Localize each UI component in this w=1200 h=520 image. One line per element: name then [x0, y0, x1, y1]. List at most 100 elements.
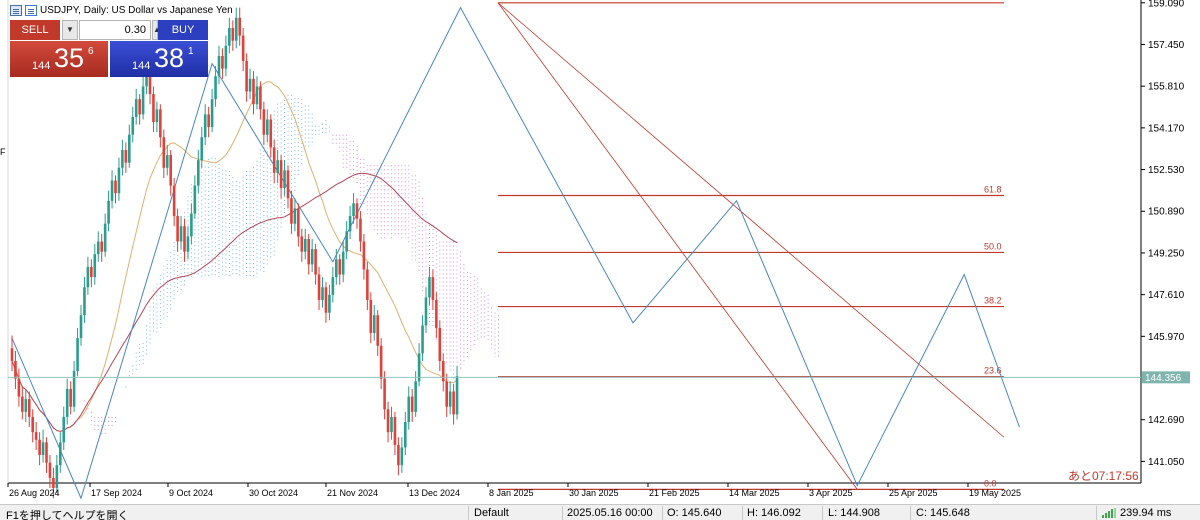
candle-body[interactable]	[266, 119, 269, 135]
candle-body[interactable]	[62, 416, 66, 443]
price-chart[interactable]: 100.0 61.8 50.0 38.2 23.6 0.0 144.356 159.090 15…	[0, 0, 1200, 500]
candle-body[interactable]	[297, 208, 300, 237]
candle-body[interactable]	[338, 259, 342, 275]
candle-body[interactable]	[176, 216, 179, 242]
candle-body[interactable]	[245, 61, 248, 92]
candle-body[interactable]	[435, 299, 438, 328]
lot-size-input[interactable]	[79, 20, 151, 40]
candle-body[interactable]	[186, 236, 190, 252]
symbol-icon[interactable]	[25, 4, 37, 16]
candle-body[interactable]	[352, 203, 355, 217]
candle-body[interactable]	[134, 99, 138, 117]
candle-body[interactable]	[214, 76, 217, 100]
candle-body[interactable]	[448, 391, 452, 407]
candle-body[interactable]	[410, 396, 414, 412]
candle-body[interactable]	[248, 78, 252, 92]
candle-body[interactable]	[345, 231, 348, 252]
candle-body[interactable]	[179, 226, 183, 242]
candle-body[interactable]	[121, 149, 124, 168]
candle-body[interactable]	[24, 399, 28, 412]
candle-body[interactable]	[397, 444, 400, 466]
candle-body[interactable]	[424, 297, 428, 326]
candle-body[interactable]	[100, 241, 103, 252]
candle-body[interactable]	[445, 381, 448, 407]
chart-area[interactable]: 100.0 61.8 50.0 38.2 23.6 0.0 144.356 159.090 15…	[0, 0, 1200, 500]
candle-body[interactable]	[300, 236, 304, 252]
chart-window-icon[interactable]	[10, 4, 22, 16]
candle-body[interactable]	[169, 155, 172, 186]
candle-body[interactable]	[90, 266, 93, 278]
candle-body[interactable]	[234, 17, 238, 41]
candle-body[interactable]	[221, 55, 224, 69]
candle-body[interactable]	[21, 396, 24, 412]
candle-body[interactable]	[393, 416, 397, 445]
candle-body[interactable]	[162, 137, 166, 168]
candle-body[interactable]	[159, 109, 162, 138]
candle-body[interactable]	[438, 327, 442, 361]
candle-body[interactable]	[414, 381, 417, 412]
candle-body[interactable]	[141, 86, 145, 115]
candle-body[interactable]	[224, 45, 228, 69]
sell-button[interactable]: SELL	[10, 20, 60, 40]
candle-body[interactable]	[72, 371, 76, 407]
candle-body[interactable]	[400, 447, 404, 466]
candle-body[interactable]	[65, 388, 69, 417]
candle-body[interactable]	[34, 432, 38, 440]
candle-body[interactable]	[276, 160, 279, 173]
candle-body[interactable]	[155, 109, 159, 123]
candle-body[interactable]	[331, 277, 335, 295]
candle-body[interactable]	[103, 223, 107, 252]
candle-body[interactable]	[376, 315, 379, 346]
candle-body[interactable]	[59, 442, 62, 466]
candle-body[interactable]	[228, 27, 231, 46]
candle-body[interactable]	[165, 155, 169, 168]
candle-body[interactable]	[369, 299, 373, 334]
candle-body[interactable]	[203, 114, 207, 138]
candle-body[interactable]	[131, 116, 135, 135]
candle-body[interactable]	[386, 409, 390, 433]
candle-body[interactable]	[355, 203, 359, 219]
candle-body[interactable]	[117, 167, 121, 194]
candle-body[interactable]	[241, 35, 245, 62]
candle-body[interactable]	[14, 360, 17, 379]
buy-button[interactable]: BUY	[158, 20, 208, 40]
lot-decrease-button[interactable]: ▼	[62, 20, 78, 40]
candle-body[interactable]	[183, 226, 186, 252]
candle-body[interactable]	[31, 416, 34, 433]
candle-body[interactable]	[172, 185, 176, 217]
candle-body[interactable]	[48, 462, 52, 478]
candle-body[interactable]	[293, 208, 297, 224]
candle-body[interactable]	[83, 287, 86, 316]
candle-body[interactable]	[190, 213, 193, 237]
candle-body[interactable]	[359, 218, 362, 242]
candle-body[interactable]	[76, 338, 79, 372]
candle-body[interactable]	[428, 277, 431, 298]
candle-body[interactable]	[252, 78, 255, 105]
lot-increase-button[interactable]: ▲	[152, 20, 161, 40]
candle-body[interactable]	[328, 294, 331, 313]
candle-body[interactable]	[362, 241, 366, 270]
candle-body[interactable]	[286, 170, 290, 199]
candle-body[interactable]	[407, 396, 411, 422]
candle-body[interactable]	[148, 66, 152, 95]
candle-body[interactable]	[452, 391, 455, 415]
candle-body[interactable]	[38, 439, 41, 456]
candle-body[interactable]	[290, 198, 293, 224]
candle-body[interactable]	[96, 241, 100, 255]
candle-body[interactable]	[138, 99, 141, 115]
candle-body[interactable]	[124, 149, 128, 163]
candle-body[interactable]	[366, 269, 369, 300]
candle-body[interactable]	[262, 109, 266, 135]
candle-body[interactable]	[107, 200, 110, 224]
candle-body[interactable]	[217, 55, 221, 77]
connection-signal-icon[interactable]	[1102, 508, 1116, 518]
candle-body[interactable]	[341, 251, 345, 275]
status-profile[interactable]: Default	[474, 507, 509, 519]
candle-body[interactable]	[317, 274, 321, 300]
candle-body[interactable]	[231, 27, 235, 41]
candle-body[interactable]	[314, 249, 317, 275]
candle-body[interactable]	[269, 119, 273, 148]
candle-body[interactable]	[55, 465, 59, 489]
candle-body[interactable]	[79, 315, 83, 339]
candle-body[interactable]	[283, 170, 286, 189]
